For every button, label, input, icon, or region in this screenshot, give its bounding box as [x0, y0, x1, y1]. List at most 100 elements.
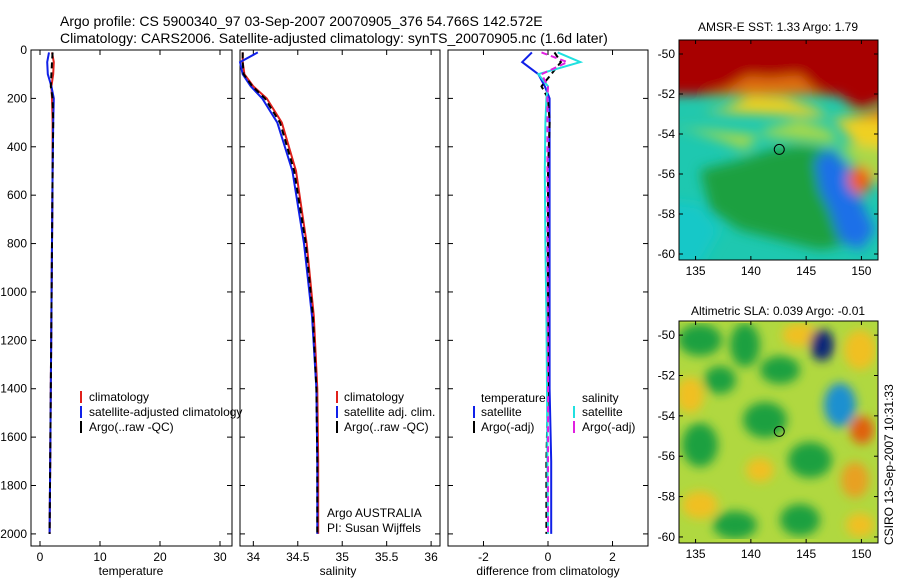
salinity-ticks: 34 34.5 35 35.5 36 [240, 49, 440, 564]
x-tick-label: 36 [424, 550, 438, 564]
legend-swatch-climatology [336, 391, 338, 403]
legend-title-temperature: temperature [481, 391, 546, 405]
series-line-argo-raw-qc- [241, 52, 319, 534]
legend-label-sal-argo: Argo(-adj) [582, 420, 635, 434]
salinity-legend: climatology satellite adj. clim. Argo(..… [336, 390, 435, 434]
map-x-tick-label: 135 [686, 264, 706, 278]
legend-label-argo: Argo(..raw -QC) [89, 420, 174, 434]
map-x-tick-label: 145 [796, 264, 816, 278]
sla-map-title: Altimetric SLA: 0.039 Argo: -0.01 [691, 304, 865, 318]
argo-location-circle [773, 143, 785, 155]
legend-swatch-sal-satellite [573, 406, 575, 418]
legend-label-satellite: satellite-adjusted climatology [89, 405, 242, 419]
sst-axes-frame [678, 39, 879, 261]
map-x-tick-label: 150 [851, 264, 871, 278]
y-tick-label: 200 [7, 91, 27, 105]
map-y-tick-label: -56 [658, 449, 676, 463]
sst-map-title: AMSR-E SST: 1.33 Argo: 1.79 [698, 20, 858, 34]
difference-lines [520, 51, 584, 534]
salinity-annotation-institution: Argo AUSTRALIA [327, 506, 422, 520]
legend-swatch-satellite [336, 406, 338, 418]
difference-legend: temperature satellite Argo(-adj) salinit… [473, 391, 635, 434]
sla-heatmap [679, 321, 878, 543]
difference-panel: -2 0 2 difference from climatology tempera… [447, 49, 649, 578]
legend-label-climatology: climatology [89, 390, 149, 404]
map-x-tick-label: 140 [741, 547, 761, 561]
difference-xlabel: difference from climatology [476, 564, 619, 578]
x-tick-label: -2 [478, 550, 489, 564]
series-line-satellite-adj-clim- [238, 51, 319, 534]
temperature-legend: climatology satellite-adjusted climatolo… [80, 390, 242, 434]
y-tick-label: 1800 [0, 479, 27, 493]
y-tick-label: 600 [7, 188, 27, 202]
legend-label-satellite: satellite adj. clim. [344, 405, 435, 419]
map-x-tick-label: 135 [686, 547, 706, 561]
legend-label-temp-argo: Argo(-adj) [481, 420, 534, 434]
sst-argo-location-marker [773, 143, 785, 155]
legend-label-sal-satellite: satellite [582, 405, 623, 419]
series-line-salinity-satellite [536, 51, 584, 534]
map-x-tick-label: 150 [851, 547, 871, 561]
series-line-temperature-argo-adj- [540, 51, 563, 534]
legend-swatch-temp-satellite [473, 406, 475, 418]
sst-heatmap [679, 40, 878, 260]
map-y-tick-label: -50 [658, 47, 676, 61]
legend-swatch-temp-argo [473, 421, 475, 433]
map-y-tick-label: -54 [658, 127, 676, 141]
x-tick-label: 34.5 [286, 550, 310, 564]
y-tick-label: 0 [20, 43, 27, 57]
series-line-salinity-argo-adj- [540, 51, 570, 534]
y-tick-label: 2000 [0, 527, 27, 541]
sla-axes-frame [678, 320, 879, 544]
y-tick-label: 400 [7, 140, 27, 154]
y-tick-label: 1200 [0, 333, 27, 347]
x-tick-label: 35 [336, 550, 350, 564]
map-y-tick-label: -60 [658, 247, 676, 261]
x-tick-label: 35.5 [375, 550, 399, 564]
x-tick-label: 10 [93, 550, 107, 564]
sst-ticks: 135 140 145 150 -50 -52 -54 -56 -58 -60 [658, 40, 878, 278]
argo-location-circle [773, 425, 785, 437]
legend-label-climatology: climatology [344, 390, 404, 404]
legend-swatch-sal-argo [573, 421, 575, 433]
salinity-annotation-pi: PI: Susan Wijffels [327, 521, 421, 535]
salinity-lines [238, 51, 320, 534]
x-tick-label: 0 [545, 550, 552, 564]
sst-map-panel: AMSR-E SST: 1.33 Argo: 1.79 135 140 145 150… [658, 20, 879, 278]
x-tick-label: 34 [247, 550, 261, 564]
salinity-panel: 34 34.5 35 35.5 36 salinity climatology sate… [238, 49, 441, 578]
y-tick-label: 1600 [0, 430, 27, 444]
map-y-tick-label: -52 [658, 87, 676, 101]
legend-title-salinity: salinity [582, 391, 619, 405]
sla-map-panel: Altimetric SLA: 0.039 Argo: -0.01 [658, 304, 879, 561]
temperature-axes-frame [30, 49, 233, 547]
header-line-1: Argo profile: CS 5900340_97 03-Sep-2007 … [60, 13, 543, 29]
map-y-tick-label: -60 [658, 530, 676, 544]
y-tick-label: 800 [7, 237, 27, 251]
legend-swatch-climatology [80, 391, 82, 403]
temperature-lines [46, 52, 55, 534]
map-x-tick-label: 140 [741, 264, 761, 278]
legend-swatch-satellite [80, 406, 82, 418]
map-y-tick-label: -58 [658, 490, 676, 504]
salinity-xlabel: salinity [320, 564, 357, 578]
y-tick-label: 1400 [0, 382, 27, 396]
map-y-tick-label: -58 [658, 207, 676, 221]
salinity-axes-frame [239, 49, 441, 547]
x-tick-label: 0 [37, 550, 44, 564]
map-x-tick-label: 145 [796, 547, 816, 561]
legend-swatch-argo [80, 421, 82, 433]
map-y-tick-label: -52 [658, 368, 676, 382]
timestamp-label: CSIRO 13-Sep-2007 10:31:33 [882, 384, 896, 545]
x-tick-label: 2 [609, 550, 616, 564]
temperature-xlabel: temperature [99, 564, 164, 578]
map-y-tick-label: -54 [658, 409, 676, 423]
legend-label-temp-satellite: satellite [481, 405, 522, 419]
map-y-tick-label: -56 [658, 167, 676, 181]
x-tick-label: 30 [213, 550, 227, 564]
legend-label-argo: Argo(..raw -QC) [344, 420, 429, 434]
difference-ticks: -2 0 2 [448, 49, 648, 564]
y-tick-label: 1000 [0, 285, 27, 299]
